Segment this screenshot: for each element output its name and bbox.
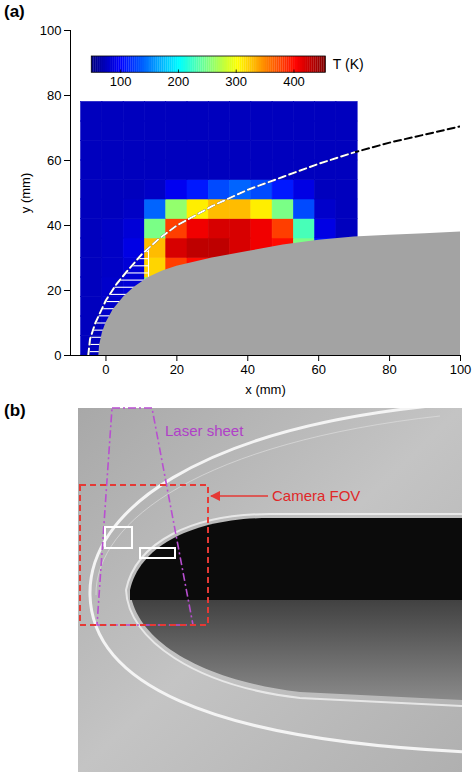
svg-text:x (mm): x (mm)	[245, 382, 285, 397]
svg-text:60: 60	[311, 362, 325, 377]
svg-text:20: 20	[47, 283, 61, 298]
svg-text:400: 400	[283, 74, 305, 89]
svg-text:(b): (b)	[4, 401, 26, 420]
svg-text:100: 100	[40, 23, 62, 38]
svg-text:0: 0	[102, 362, 109, 377]
svg-text:300: 300	[225, 74, 247, 89]
svg-text:100: 100	[110, 74, 132, 89]
svg-text:20: 20	[170, 362, 184, 377]
svg-text:80: 80	[382, 362, 396, 377]
html-text:(a): (a)	[4, 2, 25, 21]
svg-text:60: 60	[47, 153, 61, 168]
svg-text:80: 80	[47, 88, 61, 103]
svg-text:Laser sheet: Laser sheet	[165, 422, 244, 439]
svg-text:y (mm): y (mm)	[18, 173, 33, 213]
svg-text:0: 0	[54, 348, 61, 363]
svg-text:200: 200	[168, 74, 190, 89]
svg-text:Camera FOV: Camera FOV	[272, 487, 360, 504]
svg-text:40: 40	[47, 218, 61, 233]
svg-text:40: 40	[241, 362, 255, 377]
svg-text:100: 100	[450, 362, 472, 377]
svg-text:T (K): T (K)	[333, 56, 364, 72]
